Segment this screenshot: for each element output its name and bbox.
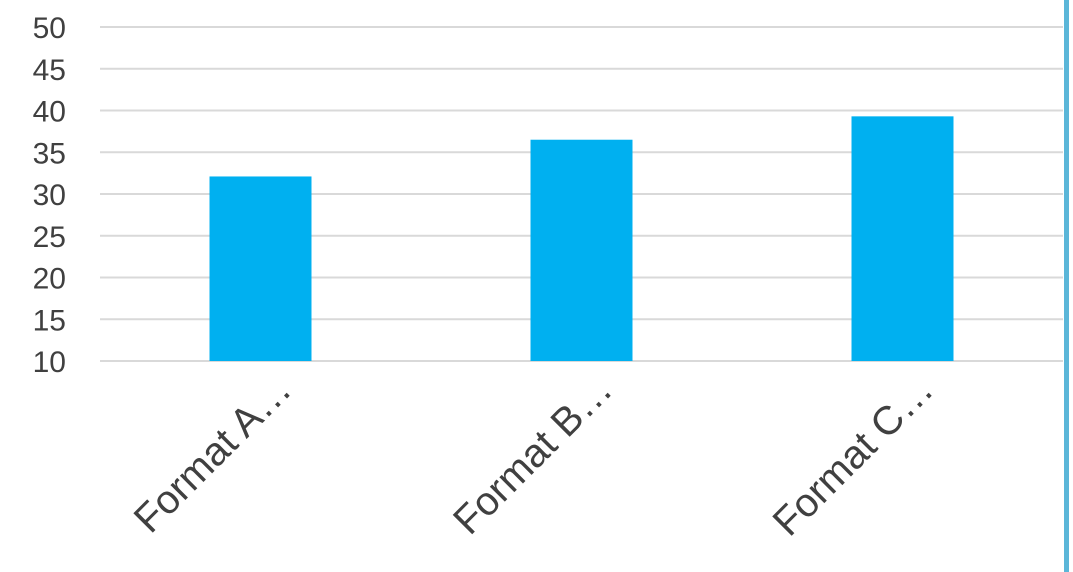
y-tick-label: 15 bbox=[33, 304, 66, 337]
x-axis-categories: Format A… Format B… Format C… bbox=[126, 367, 942, 544]
y-tick-label: 45 bbox=[33, 54, 66, 87]
y-tick-label: 35 bbox=[33, 137, 66, 170]
bars bbox=[209, 116, 954, 361]
y-tick-label: 20 bbox=[33, 263, 66, 296]
bar bbox=[851, 116, 954, 361]
y-tick-label: 10 bbox=[33, 346, 66, 379]
y-tick-label: 25 bbox=[33, 221, 66, 254]
y-tick-label: 40 bbox=[33, 96, 66, 129]
bar bbox=[530, 139, 633, 361]
x-category-label: Format C… bbox=[765, 367, 942, 544]
x-category-label: Format B… bbox=[445, 367, 621, 543]
y-tick-label: 50 bbox=[33, 12, 66, 45]
x-category-label: Format A… bbox=[126, 367, 300, 541]
y-axis-ticks: 10 15 20 25 30 35 40 45 50 bbox=[33, 12, 66, 379]
right-border-strip bbox=[1064, 0, 1069, 572]
y-tick-label: 30 bbox=[33, 179, 66, 212]
bar bbox=[209, 176, 312, 361]
